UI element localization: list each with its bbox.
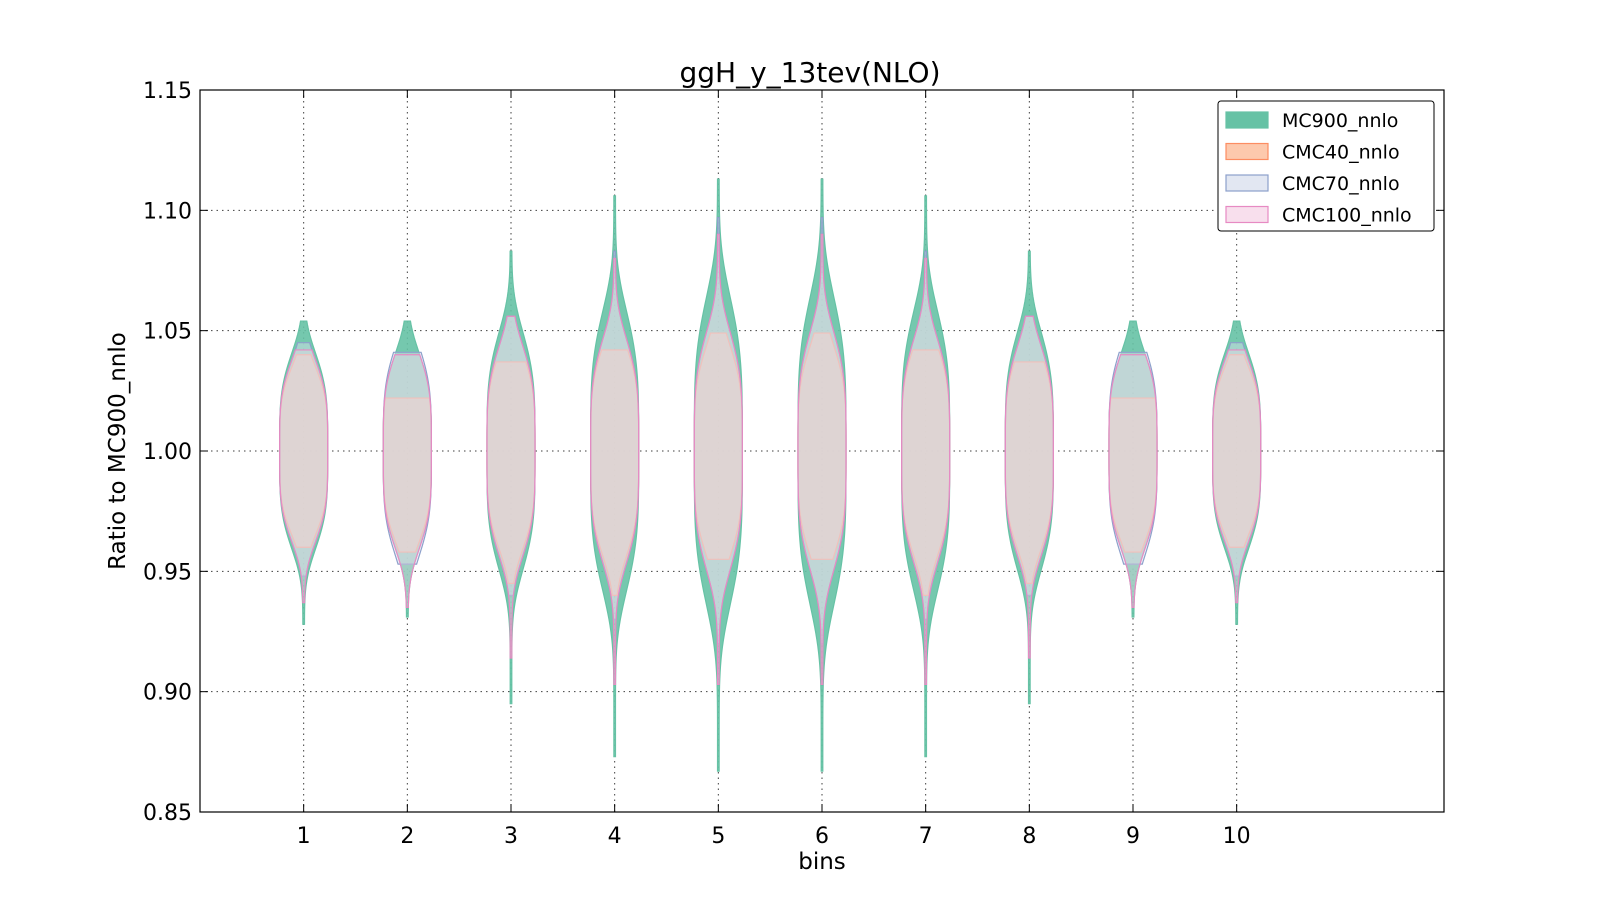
x-tick-label: 6: [815, 824, 829, 849]
violin-cmc100-nnlo-bin-4: [590, 257, 640, 686]
legend-swatch: [1225, 205, 1269, 224]
violin-cmc100-nnlo-bin-5: [693, 233, 743, 686]
violin-cmc100-nnlo-bin-6: [797, 233, 847, 686]
violin-cmc100-nnlo-bin-10: [1212, 349, 1262, 604]
x-tick-label: 4: [608, 824, 622, 849]
x-tick-label: 1: [297, 824, 311, 849]
x-tick-label: 10: [1223, 824, 1251, 849]
violin-cmc100-nnlo-bin-3: [486, 315, 536, 659]
y-tick-label: 1.00: [143, 440, 192, 465]
y-tick-label: 1.05: [143, 320, 192, 345]
x-tick-label: 8: [1022, 824, 1036, 849]
legend-entry-label: MC900_nnlo: [1282, 110, 1398, 132]
legend-entry-label: CMC70_nnlo: [1282, 173, 1400, 195]
x-tick-label: 3: [504, 824, 518, 849]
x-axis-label: bins: [798, 849, 846, 875]
violin-cmc100-nnlo-bin-2: [382, 354, 432, 609]
x-tick-label: 5: [711, 824, 725, 849]
y-axis-label: Ratio to MC900_nnlo: [105, 332, 131, 570]
y-tick-label: 1.10: [143, 199, 192, 224]
violin-cmc100-nnlo-bin-7: [901, 257, 951, 686]
legend-entry-label: CMC100_nnlo: [1282, 205, 1412, 227]
violin-cmc100-nnlo-bin-9: [1108, 354, 1158, 609]
x-tick-label: 7: [919, 824, 933, 849]
legend-swatch: [1225, 142, 1269, 161]
y-tick-label: 0.90: [143, 681, 192, 706]
legend-swatch: [1225, 174, 1269, 192]
tick-layer: 0.85 0.90 0.95 1.00 1.05 1.10 1.15 1 2 3 4 5 6 7 8 9 10: [143, 79, 1444, 849]
violin-cmc100-nnlo-bin-8: [1004, 315, 1054, 659]
legend-box: [1217, 100, 1435, 232]
x-tick-label: 2: [400, 824, 414, 849]
violin-layer: [279, 178, 1262, 772]
legend-entry-label: CMC40_nnlo: [1282, 142, 1400, 164]
chart-title: ggH_y_13tev(NLO): [679, 56, 940, 89]
x-tick-label: 9: [1126, 824, 1140, 849]
y-tick-label: 0.95: [143, 560, 192, 585]
violin-cmc100-nnlo-bin-1: [279, 349, 329, 604]
legend: MC900_nnlo CMC40_nnlo CMC70_nnlo CMC100_nnl…: [1217, 100, 1435, 232]
y-tick-label: 1.15: [143, 79, 192, 104]
legend-swatch: [1225, 111, 1269, 129]
y-tick-label: 0.85: [143, 801, 192, 826]
